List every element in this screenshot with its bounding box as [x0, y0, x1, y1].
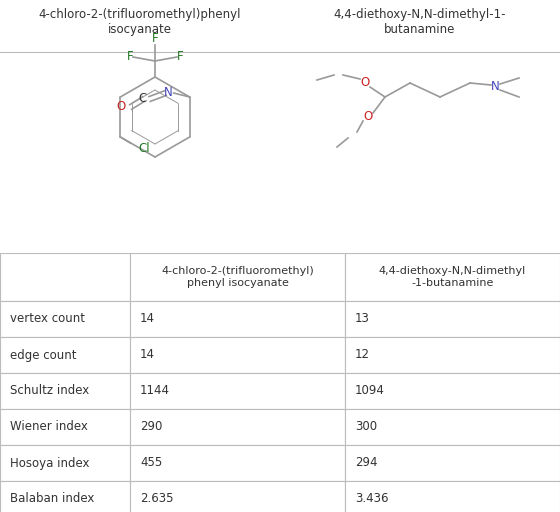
- Bar: [130, 481, 345, 512]
- Text: Wiener index: Wiener index: [10, 420, 88, 434]
- Bar: [130, 253, 345, 301]
- Text: O: O: [363, 111, 372, 123]
- Bar: [0, 301, 130, 337]
- Text: 4-chloro-2-(trifluoromethyl)phenyl
isocyanate: 4-chloro-2-(trifluoromethyl)phenyl isocy…: [39, 8, 241, 36]
- Text: 14: 14: [140, 312, 155, 326]
- Bar: [0, 373, 130, 409]
- Text: 4-chloro-2-(trifluoromethyl)
phenyl isocyanate: 4-chloro-2-(trifluoromethyl) phenyl isoc…: [161, 266, 314, 288]
- Bar: [130, 409, 345, 445]
- Text: 294: 294: [355, 457, 377, 470]
- Bar: [0, 445, 130, 481]
- Text: 14: 14: [140, 349, 155, 361]
- Text: 1094: 1094: [355, 385, 385, 397]
- Bar: [345, 373, 560, 409]
- Bar: [130, 337, 345, 373]
- Text: Hosoya index: Hosoya index: [10, 457, 90, 470]
- Text: F: F: [152, 32, 158, 45]
- Text: N: N: [491, 80, 500, 94]
- Bar: [0, 253, 130, 301]
- Text: F: F: [127, 51, 133, 63]
- Bar: [345, 301, 560, 337]
- Bar: [345, 409, 560, 445]
- Text: 4,4-diethoxy-N,N-dimethyl-1-
butanamine: 4,4-diethoxy-N,N-dimethyl-1- butanamine: [334, 8, 506, 36]
- Bar: [130, 445, 345, 481]
- Bar: [345, 253, 560, 301]
- Text: C: C: [138, 93, 147, 105]
- Text: edge count: edge count: [10, 349, 77, 361]
- Text: Schultz index: Schultz index: [10, 385, 89, 397]
- Text: 4,4-diethoxy-N,N-dimethyl
-1-butanamine: 4,4-diethoxy-N,N-dimethyl -1-butanamine: [379, 266, 526, 288]
- Text: 1144: 1144: [140, 385, 170, 397]
- Bar: [0, 337, 130, 373]
- Text: N: N: [164, 87, 172, 99]
- Text: 455: 455: [140, 457, 162, 470]
- Bar: [130, 301, 345, 337]
- Text: F: F: [177, 51, 184, 63]
- Bar: [345, 445, 560, 481]
- Text: Cl: Cl: [138, 142, 150, 156]
- Text: O: O: [361, 76, 370, 90]
- Text: Balaban index: Balaban index: [10, 493, 95, 505]
- Text: vertex count: vertex count: [10, 312, 85, 326]
- Text: 2.635: 2.635: [140, 493, 174, 505]
- Text: 3.436: 3.436: [355, 493, 389, 505]
- Bar: [0, 481, 130, 512]
- Text: 13: 13: [355, 312, 370, 326]
- Bar: [130, 373, 345, 409]
- Text: 290: 290: [140, 420, 162, 434]
- Text: O: O: [116, 100, 125, 114]
- Text: 300: 300: [355, 420, 377, 434]
- Bar: [0, 409, 130, 445]
- Bar: [345, 337, 560, 373]
- Text: 12: 12: [355, 349, 370, 361]
- Bar: [345, 481, 560, 512]
